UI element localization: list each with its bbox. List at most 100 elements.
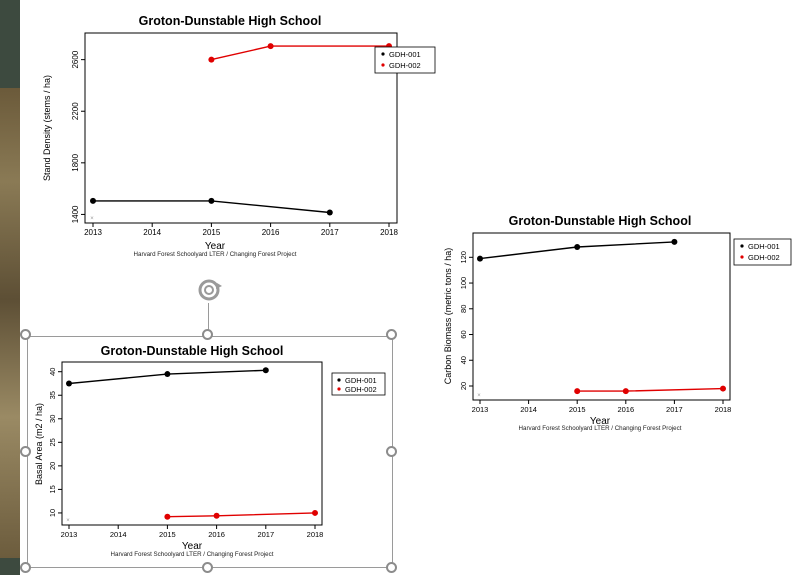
data-point-gdh-002	[164, 513, 171, 520]
resize-handle-top-middle[interactable]	[202, 329, 213, 340]
y-tick-label: 25	[48, 438, 57, 446]
carbon-biomass-chart[interactable]: Groton-Dunstable High School Carbon Biom…	[440, 213, 795, 438]
data-point-gdh-002	[208, 56, 215, 63]
y-tick-label: 15	[48, 485, 57, 493]
resize-handle-middle-right[interactable]	[386, 446, 397, 457]
x-tick-label: 2018	[380, 228, 398, 237]
y-tick-label: 20	[48, 462, 57, 470]
resize-handle-top-left[interactable]	[20, 329, 31, 340]
legend-label-series-1: GDH-001	[389, 50, 421, 59]
data-point-gdh-002	[574, 388, 581, 395]
data-point-gdh-002	[720, 385, 726, 392]
x-tick-label: 2017	[257, 530, 274, 539]
basal-area-chart[interactable]: Groton-Dunstable High School Basal Area …	[32, 340, 388, 565]
x-tick-label: 2015	[159, 530, 176, 539]
corner-marker: ×	[66, 518, 70, 524]
legend: GDH-001 GDH-002	[733, 238, 792, 266]
series-line-gdh-002	[577, 387, 724, 392]
y-tick-label: 2200	[71, 102, 80, 120]
data-point-gdh-001	[164, 371, 171, 378]
y-tick-label: 80	[459, 305, 468, 313]
x-axis-title: Year	[182, 541, 203, 552]
y-axis-title: Carbon Biomass (metric tons / ha)	[443, 248, 453, 385]
legend-marker-series-1	[381, 52, 385, 56]
x-tick-label: 2013	[61, 530, 78, 539]
data-point-gdh-001	[671, 238, 678, 245]
chart-caption: Harvard Forest Schoolyard LTER / Changin…	[519, 425, 682, 432]
chart-caption: Harvard Forest Schoolyard LTER / Changin…	[134, 251, 297, 258]
x-axis-title: Year	[590, 416, 611, 427]
x-tick-label: 2015	[569, 405, 586, 414]
resize-handle-middle-left[interactable]	[20, 446, 31, 457]
legend-label-series-2: GDH-002	[345, 385, 377, 394]
data-point-gdh-002	[622, 388, 629, 395]
background-photo-strip	[0, 88, 20, 558]
legend-marker-series-1	[740, 244, 744, 248]
y-tick-label: 1400	[71, 205, 80, 223]
y-tick-label: 35	[48, 391, 57, 399]
rotate-handle-connector	[208, 303, 209, 333]
x-tick-label: 2016	[208, 530, 225, 539]
legend-label-series-1: GDH-001	[345, 376, 377, 385]
y-tick-label: 120	[459, 251, 468, 264]
x-tick-label: 2017	[321, 228, 339, 237]
y-tick-label: 20	[459, 382, 468, 390]
data-point-gdh-001	[66, 380, 72, 387]
legend-marker-series-1	[337, 378, 341, 382]
y-tick-label: 40	[459, 356, 468, 364]
data-point-gdh-001	[262, 367, 269, 374]
legend-label-series-1: GDH-001	[748, 242, 780, 251]
x-tick-label: 2015	[203, 228, 221, 237]
x-tick-label: 2014	[110, 530, 127, 539]
x-tick-label: 2014	[520, 405, 537, 414]
legend: GDH-001 GDH-002	[331, 372, 386, 396]
y-tick-label: 10	[48, 509, 57, 517]
x-tick-label: 2013	[472, 405, 489, 414]
x-tick-label: 2016	[617, 405, 634, 414]
stand-density-chart[interactable]: Groton-Dunstable High School Stand Densi…	[32, 8, 442, 263]
y-tick-label: 100	[459, 277, 468, 290]
x-tick-label: 2016	[262, 228, 280, 237]
data-point-gdh-002	[213, 512, 220, 519]
corner-marker: ×	[90, 216, 94, 222]
chart-title: Groton-Dunstable High School	[101, 344, 284, 358]
resize-handle-bottom-left[interactable]	[20, 562, 31, 573]
chart-title: Groton-Dunstable High School	[509, 214, 692, 228]
resize-handle-top-right[interactable]	[386, 329, 397, 340]
data-point-gdh-001	[326, 209, 333, 216]
x-tick-label: 2018	[715, 405, 732, 414]
y-tick-label: 2600	[71, 50, 80, 68]
data-point-gdh-002	[267, 43, 274, 50]
legend-label-series-2: GDH-002	[748, 253, 780, 262]
chart-caption: Harvard Forest Schoolyard LTER / Changin…	[111, 551, 274, 558]
x-tick-label: 2013	[84, 228, 102, 237]
x-tick-label: 2014	[143, 228, 161, 237]
rotate-handle-icon[interactable]	[193, 274, 225, 306]
resize-handle-bottom-right[interactable]	[386, 562, 397, 573]
legend-label-series-2: GDH-002	[389, 61, 421, 70]
y-tick-label: 30	[48, 415, 57, 423]
corner-marker: ×	[477, 393, 481, 399]
data-point-gdh-001	[208, 197, 215, 204]
y-axis-title: Stand Density (stems / ha)	[42, 75, 52, 181]
x-tick-label: 2018	[307, 530, 324, 539]
x-axis-title: Year	[205, 241, 226, 252]
legend: GDH-001 GDH-002	[374, 46, 436, 74]
data-point-gdh-001	[574, 244, 581, 251]
series-line-gdh-002	[167, 512, 316, 518]
y-tick-label: 40	[48, 368, 57, 376]
legend-marker-series-2	[740, 255, 744, 259]
y-axis-title: Basal Area (m2 / ha)	[34, 403, 44, 485]
y-tick-label: 60	[459, 330, 468, 338]
legend-marker-series-2	[381, 63, 385, 67]
data-point-gdh-002	[312, 509, 318, 516]
series-line-gdh-002	[211, 45, 389, 61]
chart-title: Groton-Dunstable High School	[139, 14, 322, 28]
slide-canvas	[20, 0, 798, 575]
data-point-gdh-001	[477, 255, 483, 262]
data-point-gdh-001	[90, 197, 96, 204]
y-tick-label: 1800	[71, 153, 80, 171]
legend-marker-series-2	[337, 387, 341, 391]
x-tick-label: 2017	[666, 405, 683, 414]
resize-handle-bottom-middle[interactable]	[202, 562, 213, 573]
